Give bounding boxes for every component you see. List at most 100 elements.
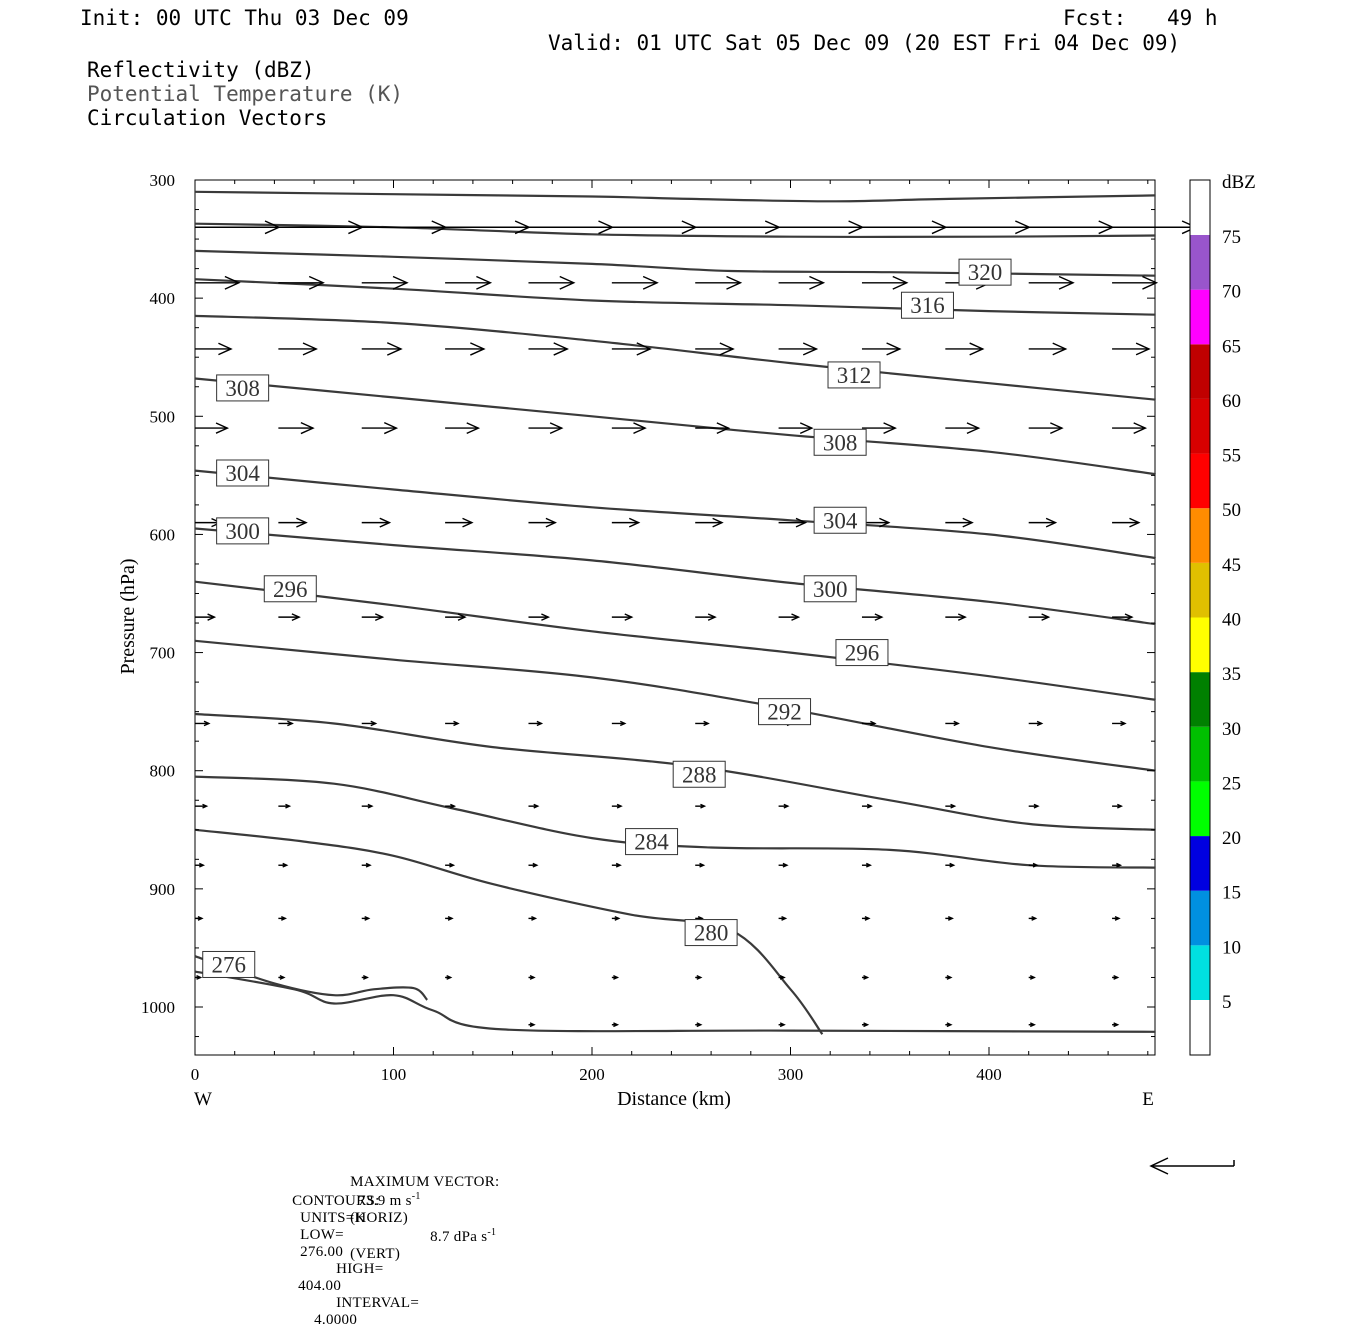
vector-arrow	[278, 862, 289, 868]
vector-arrow	[695, 975, 703, 980]
vector-head	[946, 975, 953, 980]
vector-head	[886, 342, 902, 356]
vector-arrow	[195, 720, 211, 727]
colorbar-tick-label: 70	[1222, 282, 1241, 303]
vector-head	[726, 275, 743, 290]
vector-arrow	[528, 975, 536, 980]
y-tick-label: 900	[150, 880, 176, 899]
contour-label: 292	[758, 698, 812, 726]
vector-arrow	[1112, 422, 1148, 434]
vector-arrow	[361, 915, 371, 921]
vector-arrow	[861, 422, 897, 434]
contour-label-text: 296	[273, 577, 308, 602]
colorbar-band	[1190, 617, 1210, 673]
vector-arrow	[278, 613, 301, 622]
vector-head	[203, 720, 211, 727]
vector-arrow	[945, 720, 960, 727]
vector-head	[215, 422, 230, 434]
colorbar-band	[1190, 836, 1210, 891]
vector-arrow	[1028, 862, 1039, 868]
vector-arrow	[1028, 275, 1075, 290]
contour-label: 300	[216, 517, 270, 545]
vector-head	[614, 915, 621, 921]
vector-arrow	[278, 915, 288, 921]
vector-head	[457, 613, 467, 621]
vector-arrow	[278, 720, 294, 727]
vector-head	[533, 803, 540, 809]
vector-head	[383, 422, 399, 435]
y-tick-label: 700	[150, 644, 176, 663]
vector-head	[532, 862, 539, 868]
vector-head	[545, 517, 557, 528]
vector-arrow	[445, 915, 454, 921]
vector-arrow	[778, 275, 826, 290]
vector-arrow	[945, 422, 981, 434]
vector-head	[392, 275, 409, 290]
vector-arrow	[278, 275, 325, 290]
vector-head	[224, 275, 241, 290]
contour-label-box	[625, 828, 679, 856]
vector-arrow	[861, 915, 871, 921]
y-tick-label: 1000	[141, 998, 175, 1017]
vector-arrow	[361, 342, 403, 356]
colorbar-tick-label: 40	[1222, 610, 1241, 631]
vector-head	[553, 342, 569, 356]
contour-label: 304	[216, 459, 270, 487]
vector-head	[696, 975, 703, 980]
vector-head	[370, 720, 378, 727]
vector-arrow	[528, 275, 576, 290]
colorbar-band	[1190, 562, 1210, 618]
vector-head	[864, 915, 871, 921]
vector-head	[791, 613, 801, 621]
forecast-label: Fcst:	[1063, 6, 1127, 30]
vector-head	[619, 720, 627, 727]
vector-head	[541, 613, 551, 621]
contour-label-box	[803, 575, 857, 603]
vector-head	[447, 915, 454, 921]
vector-arrow	[445, 975, 453, 980]
contour-low: 276.00	[300, 1244, 344, 1260]
contour-label-box	[672, 760, 726, 788]
contours-line: CONTOURS: UNITS=K LOW= 276.00 HIGH= 404.…	[284, 1176, 419, 1329]
vector-arrow	[195, 803, 209, 809]
vector-arrow	[361, 803, 374, 809]
contour-label-box	[216, 459, 270, 487]
vector-head	[953, 720, 960, 727]
vector-head	[707, 613, 717, 621]
vert-exponent: -1	[487, 1227, 497, 1238]
contour-label-text: 308	[823, 430, 858, 455]
isentrope-line	[194, 639, 1156, 772]
vector-arrow	[695, 1022, 703, 1028]
vector-head	[809, 275, 826, 290]
vector-head	[199, 862, 206, 868]
vector-head	[1129, 517, 1141, 528]
vector-head	[870, 720, 877, 727]
isentrope-line	[194, 314, 1156, 401]
vector-arrow	[778, 422, 814, 434]
vector-head	[1116, 862, 1123, 868]
contour-label-text: 316	[910, 293, 945, 318]
vector-arrow	[1112, 1022, 1120, 1028]
colorbar-band	[1190, 781, 1210, 837]
vector-arrow	[528, 915, 538, 921]
contour-label-box	[900, 291, 954, 319]
vector-head	[529, 975, 536, 980]
vector-head	[865, 862, 872, 868]
vector-head	[957, 613, 967, 621]
vector-head	[946, 1022, 953, 1028]
x-axis-label: Distance (km)	[617, 1088, 731, 1110]
vector-head	[281, 915, 288, 921]
valid-time: Valid: 01 UTC Sat 05 Dec 09 (20 EST Fri …	[548, 31, 1181, 55]
vector-head	[1058, 275, 1075, 290]
vector-head	[291, 613, 301, 622]
vector-arrow	[611, 803, 623, 809]
x-tick-label: 400	[976, 1065, 1002, 1084]
isentrope-line	[194, 249, 1156, 277]
vector-arrow	[778, 517, 808, 528]
vector-arrow	[695, 720, 710, 727]
vector-arrow	[1028, 720, 1044, 727]
colorbar-tick-label: 30	[1222, 719, 1241, 740]
vector-arrow	[778, 1022, 786, 1028]
vector-arrow	[695, 517, 724, 528]
vector-arrow	[695, 422, 731, 434]
